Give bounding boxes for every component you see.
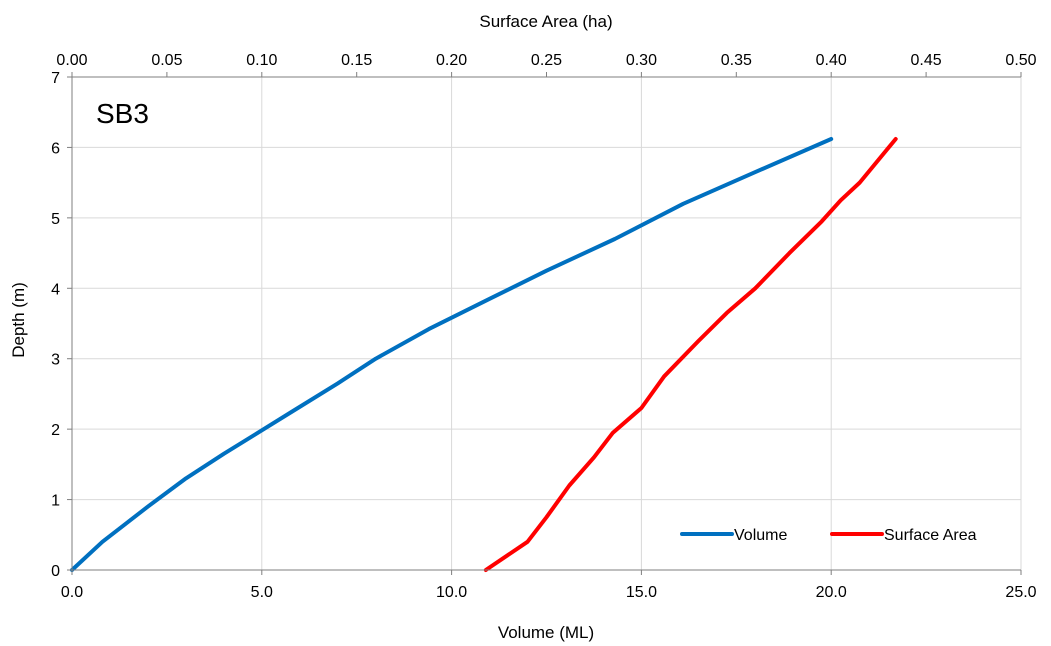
tick-label-x-bottom: 25.0 <box>1005 584 1036 601</box>
x-axis-title-bottom: Volume (ML) <box>498 623 594 642</box>
tick-label-x-bottom: 10.0 <box>436 584 467 601</box>
tick-label-x-top: 0.30 <box>626 52 657 69</box>
tick-label-x-top: 0.40 <box>816 52 847 69</box>
x-axis-title-top: Surface Area (ha) <box>479 12 612 31</box>
tick-label-y: 2 <box>51 422 60 439</box>
tick-label-y: 0 <box>51 563 60 580</box>
tick-label-y: 3 <box>51 352 60 369</box>
axes <box>67 72 1022 575</box>
tick-label-x-bottom: 15.0 <box>626 584 657 601</box>
tick-label-x-top: 0.35 <box>721 52 752 69</box>
tick-label-y: 6 <box>51 140 60 157</box>
tick-label-y: 5 <box>51 211 60 228</box>
panel-label: SB3 <box>96 98 149 129</box>
tick-label-x-top: 0.45 <box>911 52 942 69</box>
grid <box>72 77 1022 570</box>
tick-label-y: 7 <box>51 70 60 87</box>
series-line-surface-area <box>483 137 898 572</box>
tick-label-y: 1 <box>51 493 60 510</box>
tick-label-x-top: 0.00 <box>56 52 87 69</box>
series-line-volume <box>70 137 834 572</box>
tick-label-x-top: 0.25 <box>531 52 562 69</box>
tick-label-x-top: 0.15 <box>341 52 372 69</box>
y-axis-title: Depth (m) <box>9 282 28 358</box>
tick-label-x-bottom: 20.0 <box>816 584 847 601</box>
series-layer <box>70 137 898 572</box>
tick-labels: 0.0 5.0 10.0 15.0 20.0 25.0 0.00 0.05 0.10 0.15 0.… <box>51 52 1037 601</box>
tick-label-x-top: 0.10 <box>246 52 277 69</box>
tick-label-x-bottom: 0.0 <box>61 584 83 601</box>
tick-label-x-top: 0.50 <box>1005 52 1036 69</box>
legend-label-volume: Volume <box>734 527 787 544</box>
tick-label-x-top: 0.20 <box>436 52 467 69</box>
legend-label-surface-area: Surface Area <box>884 527 977 544</box>
tick-label-y: 4 <box>51 281 60 298</box>
tick-label-x-bottom: 5.0 <box>251 584 273 601</box>
legend: Volume Surface Area <box>680 527 977 544</box>
tick-label-x-top: 0.05 <box>151 52 182 69</box>
